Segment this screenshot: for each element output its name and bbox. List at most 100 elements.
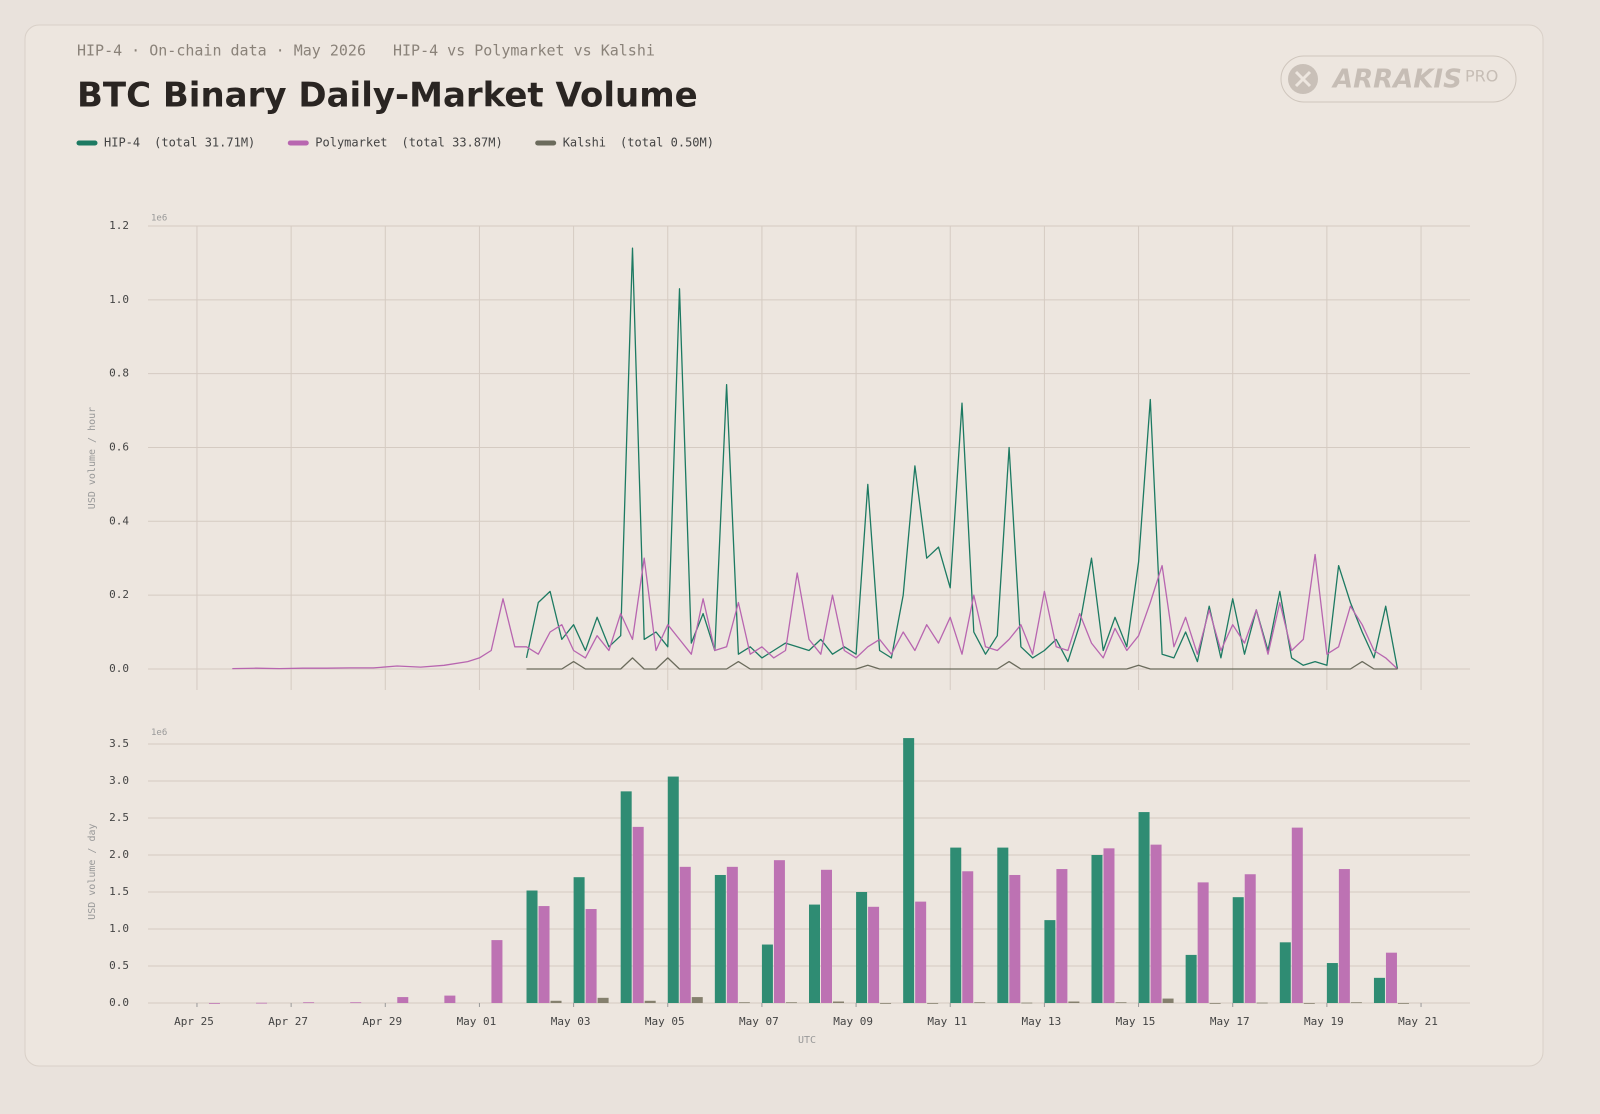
y-tick-label: 0.0	[109, 996, 129, 1009]
legend-total: (total 31.71M)	[154, 136, 255, 150]
bar	[1115, 1002, 1127, 1004]
subtitle: HIP-4 vs Polymarket vs Kalshi	[393, 42, 655, 60]
bar	[880, 1003, 892, 1004]
series-line	[232, 553, 1398, 670]
x-tick-label: May 07	[739, 1015, 779, 1028]
bar	[1209, 1003, 1221, 1004]
bar	[950, 847, 962, 1003]
x-axis-label: UTC	[798, 1035, 816, 1046]
bar	[1056, 869, 1068, 1003]
bar	[785, 1002, 797, 1004]
y-axis-label: USD volume / day	[87, 823, 98, 919]
bar	[903, 738, 915, 1003]
title: BTC Binary Daily-Market Volume	[77, 76, 698, 116]
bar	[1185, 954, 1197, 1003]
legend-total: (total 0.50M)	[620, 136, 714, 150]
offset-label: 1e6	[151, 728, 167, 738]
legend-label: Polymarket	[315, 136, 387, 150]
kicker: HIP-4 · On-chain data · May 2026	[77, 42, 366, 60]
bar	[208, 1003, 220, 1004]
bar	[915, 901, 927, 1003]
bar	[856, 892, 868, 1003]
bar	[644, 1000, 656, 1003]
bar	[597, 997, 609, 1003]
bar	[821, 869, 832, 1003]
y-tick-label: 0.6	[109, 440, 129, 453]
bar	[444, 995, 456, 1003]
bar	[761, 944, 773, 1003]
x-tick-label: May 15	[1116, 1015, 1156, 1028]
bar	[962, 871, 974, 1003]
x-tick-label: May 11	[927, 1015, 967, 1028]
bar	[1256, 1002, 1268, 1004]
series-line	[525, 247, 1399, 670]
bar	[573, 877, 585, 1003]
bar	[1350, 1002, 1362, 1004]
bar	[1009, 874, 1021, 1003]
bar	[997, 847, 1009, 1003]
y-tick-label: 1.0	[109, 922, 129, 935]
bar	[1232, 897, 1244, 1003]
x-tick-label: May 19	[1304, 1015, 1344, 1028]
bar	[1150, 844, 1162, 1003]
bar	[1291, 827, 1303, 1003]
bar	[526, 890, 538, 1003]
y-tick-label: 3.5	[109, 737, 129, 750]
bar	[833, 1001, 844, 1003]
y-tick-label: 1.2	[109, 219, 129, 232]
bar	[1244, 874, 1256, 1003]
x-tick-label: May 03	[551, 1015, 591, 1028]
y-tick-label: 0.4	[109, 514, 129, 527]
x-tick-label: Apr 29	[362, 1015, 402, 1028]
bar	[1303, 1003, 1315, 1004]
y-tick-label: 0.8	[109, 367, 129, 380]
card	[24, 24, 1544, 1067]
y-tick-label: 0.5	[109, 959, 129, 972]
bar	[679, 866, 691, 1003]
y-tick-label: 0.0	[109, 662, 129, 675]
x-tick-label: May 09	[833, 1015, 873, 1028]
bar	[1279, 942, 1291, 1003]
bar	[1044, 920, 1056, 1003]
bar	[868, 906, 880, 1003]
bar	[1197, 882, 1209, 1003]
logo-icon-x	[1294, 70, 1312, 88]
bar	[738, 1002, 750, 1004]
bar	[585, 909, 597, 1003]
x-tick-label: May 21	[1398, 1015, 1438, 1028]
logo-name: ARRAKIS	[1331, 65, 1462, 95]
offset-label: 1e6	[151, 214, 167, 224]
bar	[974, 1002, 986, 1004]
x-tick-label: Apr 25	[174, 1015, 214, 1028]
bar	[691, 997, 703, 1003]
bar	[491, 940, 503, 1003]
bar	[773, 860, 785, 1003]
y-tick-label: 1.0	[109, 293, 129, 306]
legend-label: Kalshi	[563, 136, 606, 150]
bar	[927, 1003, 939, 1004]
y-tick-label: 1.5	[109, 885, 129, 898]
logo: ARRAKIS PRO	[1280, 55, 1517, 103]
bar	[350, 1002, 362, 1004]
legend-label: HIP-4	[104, 136, 140, 150]
bar	[397, 997, 409, 1003]
legend-total: (total 33.87M)	[402, 136, 503, 150]
bar	[809, 904, 820, 1003]
bar	[1068, 1001, 1080, 1003]
x-tick-label: May 01	[457, 1015, 497, 1028]
bar	[1397, 1003, 1409, 1004]
bar	[726, 866, 738, 1003]
bar	[632, 826, 644, 1003]
bar	[538, 906, 550, 1003]
bar	[620, 791, 632, 1003]
bar	[667, 776, 679, 1003]
x-tick-label: Apr 27	[268, 1015, 308, 1028]
bar	[714, 874, 726, 1003]
y-tick-label: 0.2	[109, 588, 129, 601]
y-tick-label: 2.5	[109, 811, 129, 824]
bar	[1091, 855, 1103, 1003]
legend: HIP-4 (total 31.71M) Polymarket (total 33.8…	[76, 136, 714, 150]
bar	[1021, 1002, 1033, 1004]
